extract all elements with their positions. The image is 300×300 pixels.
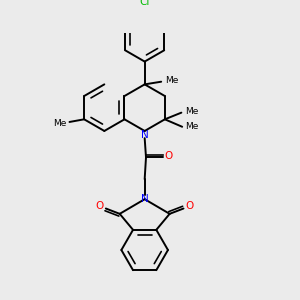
- Text: Me: Me: [186, 122, 199, 131]
- Text: Me: Me: [165, 76, 178, 85]
- Text: O: O: [185, 201, 194, 211]
- Text: Me: Me: [185, 107, 198, 116]
- Text: N: N: [141, 194, 148, 204]
- Text: O: O: [96, 201, 104, 211]
- Text: O: O: [164, 151, 172, 161]
- Text: Cl: Cl: [140, 0, 150, 7]
- Text: Me: Me: [53, 119, 66, 128]
- Text: N: N: [141, 130, 148, 140]
